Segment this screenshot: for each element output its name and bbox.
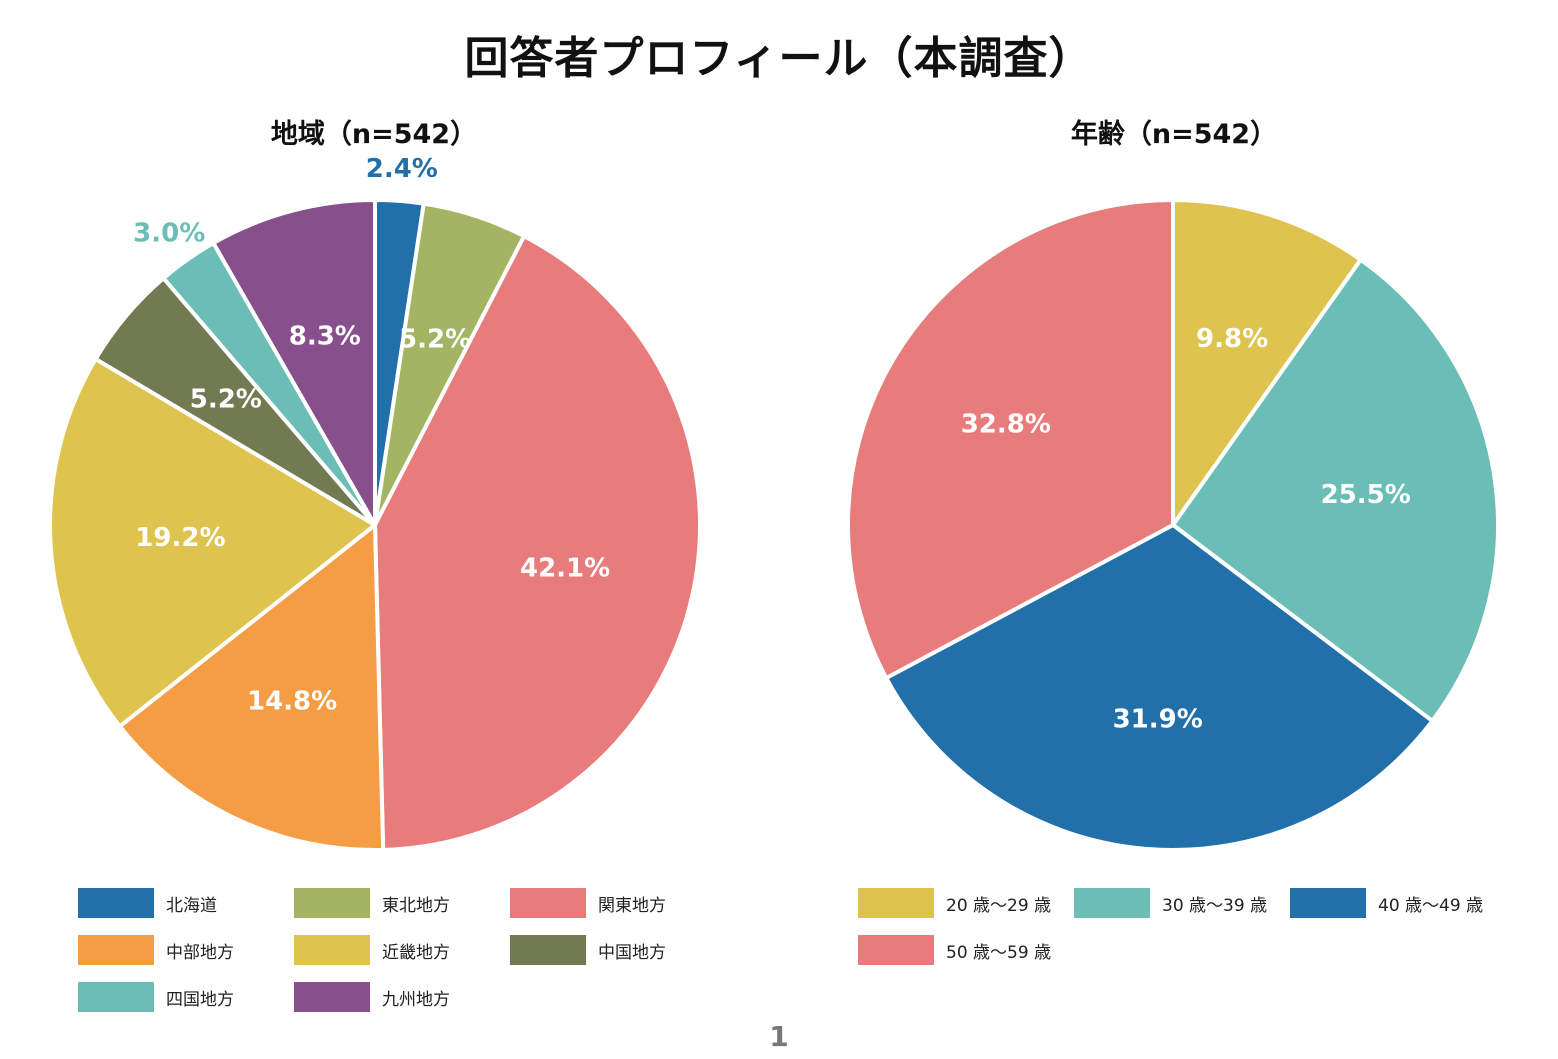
slice-value-label: 3.0% — [133, 218, 205, 248]
legend-swatch — [294, 982, 370, 1012]
slice-value-label: 14.8% — [247, 687, 337, 717]
slice-value-label: 5.2% — [190, 385, 262, 415]
page-title: 回答者プロフィール（本調査） — [464, 33, 1094, 84]
pie-slice — [47, 356, 377, 729]
legend-swatch — [510, 888, 586, 918]
legend-item: 20 歳〜29 歳 — [858, 888, 1051, 918]
region-chart-title: 地域（n=542） — [270, 119, 478, 150]
legend-label: 北海道 — [166, 895, 217, 916]
legend-item: 40 歳〜49 歳 — [1290, 888, 1483, 918]
legend-label: 近畿地方 — [382, 942, 450, 963]
legend-item: 近畿地方 — [294, 935, 450, 965]
pie-slice — [117, 523, 386, 852]
legend-item: 30 歳〜39 歳 — [1074, 888, 1267, 918]
age-chart-title: 年齢（n=542） — [1070, 119, 1278, 150]
legend-label: 九州地方 — [382, 989, 450, 1010]
slice-value-label: 25.5% — [1321, 480, 1411, 510]
legend-item: 四国地方 — [78, 982, 234, 1012]
slice-value-label: 2.4% — [366, 154, 438, 184]
legend-label: 30 歳〜39 歳 — [1162, 895, 1268, 916]
legend-item: 東北地方 — [294, 888, 450, 918]
legend-swatch — [78, 982, 154, 1012]
slice-value-label: 9.8% — [1196, 324, 1268, 354]
pie-slice — [373, 234, 703, 852]
legend-swatch — [78, 888, 154, 918]
legend-label: 40 歳〜49 歳 — [1378, 895, 1484, 916]
slice-value-label: 32.8% — [961, 410, 1051, 440]
legend-swatch — [1290, 888, 1366, 918]
legend-item: 関東地方 — [510, 888, 666, 918]
pie-slice — [1171, 257, 1500, 723]
legend-item: 50 歳〜59 歳 — [858, 935, 1051, 965]
pie-slice — [1171, 198, 1363, 527]
page-number: 1 — [769, 1020, 789, 1053]
legend-label: 中国地方 — [598, 942, 666, 963]
legend-swatch — [294, 888, 370, 918]
legend-label: 中部地方 — [166, 942, 234, 963]
legend-item: 九州地方 — [294, 982, 450, 1012]
legend-swatch — [294, 935, 370, 965]
legend-label: 関東地方 — [598, 895, 666, 916]
age-pie-chart: 9.8% 25.5% 31.9% 32.8% — [846, 198, 1500, 852]
legend-item: 北海道 — [78, 888, 217, 918]
slice-value-label: 8.3% — [289, 322, 361, 352]
legend-swatch — [510, 935, 586, 965]
legend-label: 20 歳〜29 歳 — [946, 895, 1052, 916]
slice-value-label: 19.2% — [135, 523, 225, 553]
legend-item: 中部地方 — [78, 935, 234, 965]
slice-value-label: 42.1% — [520, 554, 610, 584]
region-pie-chart: 2.4% 5.2% 42.1% 14.8% 19.2% 5.2% 3.0% 8.3% — [47, 154, 703, 852]
legend-swatch — [78, 935, 154, 965]
pie-slice — [211, 198, 377, 527]
legend-swatch — [858, 935, 934, 965]
slice-value-label: 31.9% — [1113, 704, 1203, 734]
legend-label: 50 歳〜59 歳 — [946, 942, 1052, 963]
slice-value-label: 5.2% — [399, 325, 471, 355]
legend-swatch — [858, 888, 934, 918]
legend-label: 東北地方 — [382, 895, 450, 916]
pie-slice — [846, 198, 1175, 680]
legend-swatch — [1074, 888, 1150, 918]
legend-item: 中国地方 — [510, 935, 666, 965]
legend-label: 四国地方 — [166, 989, 234, 1010]
